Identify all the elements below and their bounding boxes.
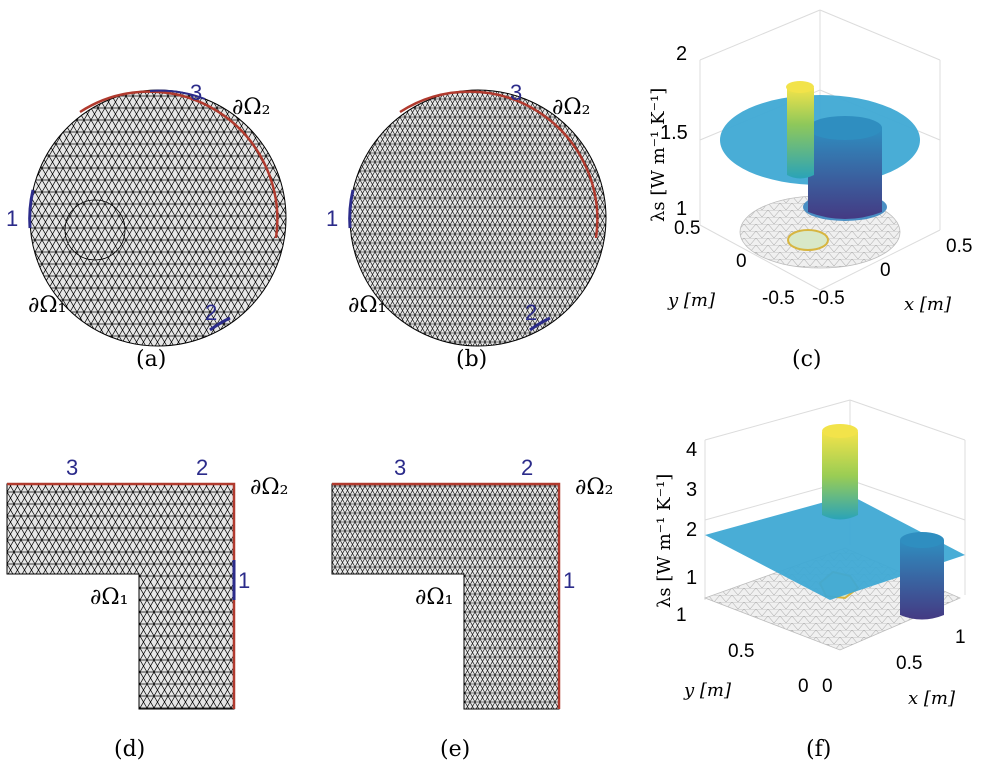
base-inclusion bbox=[787, 229, 829, 251]
inclusion-outline bbox=[64, 199, 126, 261]
boundary-2-label: ∂Ω₂ bbox=[575, 475, 613, 500]
z-tick-1-5: 1.5 bbox=[660, 122, 688, 144]
z-axis-label: λs [W m⁻¹ K⁻¹] bbox=[648, 88, 669, 222]
caption-f: (f) bbox=[806, 737, 831, 762]
caption-a: (a) bbox=[136, 347, 166, 372]
marker-2: 2 bbox=[521, 455, 533, 480]
marker-3: 3 bbox=[66, 455, 78, 480]
dirichlet-boundary bbox=[7, 482, 236, 709]
y-tick-0-5: 0.5 bbox=[674, 218, 700, 239]
y-tick-0: 0 bbox=[798, 676, 809, 697]
panel-e: 1 2 3 ∂Ω₁ ∂Ω₂ (e) bbox=[331, 455, 613, 762]
y-tick-0: 0 bbox=[736, 251, 747, 272]
well-rim bbox=[808, 116, 882, 140]
y-axis-label: y [m] bbox=[683, 680, 732, 701]
boundary-1-label: ∂Ω₁ bbox=[90, 585, 128, 610]
well-wall bbox=[808, 128, 882, 219]
marker-1: 1 bbox=[6, 206, 18, 231]
well-wall bbox=[900, 540, 944, 620]
neumann-segment-2 bbox=[209, 316, 231, 332]
y-tick-minus-0-5: -0.5 bbox=[762, 288, 795, 309]
boundary-1-label: ∂Ω₁ bbox=[415, 585, 453, 610]
neumann-segment-2 bbox=[529, 316, 551, 332]
mesh-disk bbox=[349, 89, 607, 347]
marker-3: 3 bbox=[190, 80, 202, 105]
boundary-1-label: ∂Ω₁ bbox=[348, 293, 386, 318]
x-tick-0: 0 bbox=[880, 260, 891, 281]
dirichlet-boundary bbox=[79, 90, 279, 239]
marker-2: 2 bbox=[196, 455, 208, 480]
y-tick-0-5: 0.5 bbox=[728, 641, 754, 662]
marker-1: 1 bbox=[326, 206, 338, 231]
marker-2: 2 bbox=[205, 300, 217, 325]
caption-e: (e) bbox=[440, 737, 470, 762]
marker-3: 3 bbox=[394, 455, 406, 480]
x-tick-0: 0 bbox=[822, 676, 833, 697]
marker-3: 3 bbox=[510, 80, 522, 105]
boundary-2-label: ∂Ω₂ bbox=[552, 95, 590, 120]
peak-column bbox=[787, 88, 814, 179]
x-tick-0-5: 0.5 bbox=[896, 653, 922, 674]
neumann-segment-1 bbox=[348, 189, 355, 229]
z-tick-1: 1 bbox=[676, 198, 687, 220]
marker-1: 1 bbox=[238, 568, 250, 593]
dirichlet-boundary bbox=[332, 482, 561, 709]
x-axis-label: x [m] bbox=[904, 294, 952, 315]
well-rim bbox=[900, 532, 944, 548]
peak-top bbox=[786, 81, 814, 93]
boundary-1-label: ∂Ω₁ bbox=[28, 293, 66, 318]
caption-d: (d) bbox=[114, 737, 145, 762]
marker-2: 2 bbox=[525, 300, 537, 325]
x-axis-label: x [m] bbox=[908, 688, 956, 709]
panel-a: 1 2 3 ∂Ω₁ ∂Ω₂ (a) bbox=[6, 80, 287, 372]
x-tick-1: 1 bbox=[955, 627, 966, 648]
peak-top bbox=[822, 424, 858, 438]
peak-column bbox=[822, 432, 858, 520]
x-tick-0-5: 0.5 bbox=[946, 236, 972, 257]
z-axis-label: λs [W m⁻¹ K⁻¹] bbox=[654, 474, 675, 608]
panel-d: 1 2 3 ∂Ω₁ ∂Ω₂ (d) bbox=[6, 455, 288, 762]
panel-b: 1 2 3 ∂Ω₁ ∂Ω₂ (b) bbox=[326, 80, 607, 372]
neumann-segment-3 bbox=[149, 89, 206, 100]
z-tick-2: 2 bbox=[676, 43, 687, 65]
boundary-2-label: ∂Ω₂ bbox=[232, 95, 270, 120]
axes-box bbox=[704, 399, 966, 600]
z-tick-1: 1 bbox=[686, 567, 697, 589]
z-tick-2: 2 bbox=[686, 519, 697, 541]
neumann-segment-1 bbox=[28, 189, 35, 229]
panel-c: 1 1.5 2 0.5 0 -0.5 -0.5 0 0.5 λs [W m⁻¹ … bbox=[648, 9, 972, 372]
caption-b: (b) bbox=[456, 347, 487, 372]
panel-f: 1 2 3 4 1 0.5 0 0 0.5 1 λs [W m⁻¹ K⁻¹] y… bbox=[654, 399, 966, 762]
marker-1: 1 bbox=[563, 568, 575, 593]
y-tick-1: 1 bbox=[676, 605, 687, 626]
z-tick-3: 3 bbox=[686, 479, 697, 501]
z-tick-4: 4 bbox=[686, 439, 697, 461]
dirichlet-boundary bbox=[399, 90, 599, 239]
caption-c: (c) bbox=[792, 347, 822, 372]
x-tick-minus-0-5: -0.5 bbox=[812, 288, 845, 309]
boundary-2-label: ∂Ω₂ bbox=[250, 475, 288, 500]
y-axis-label: y [m] bbox=[667, 290, 716, 311]
mesh-disk bbox=[29, 89, 287, 347]
